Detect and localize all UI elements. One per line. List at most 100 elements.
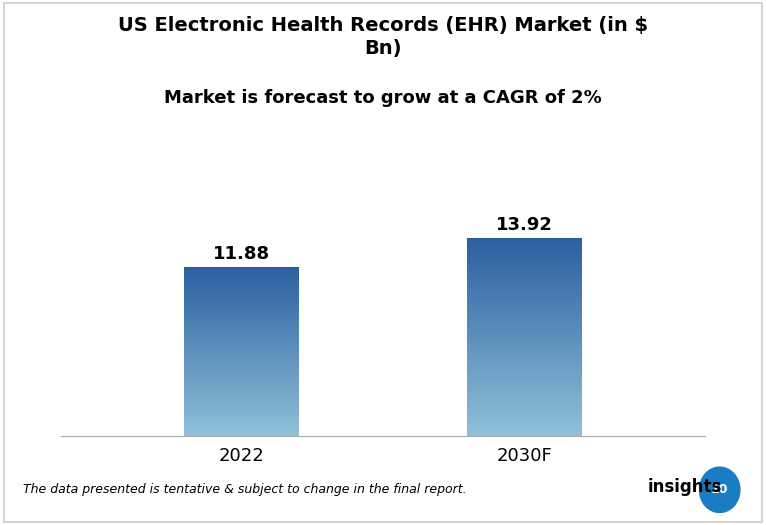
Bar — [466, 331, 582, 332]
Bar — [466, 283, 582, 284]
Bar — [184, 399, 300, 400]
Bar — [184, 280, 300, 281]
Bar — [466, 350, 582, 351]
Bar — [466, 382, 582, 383]
Circle shape — [699, 467, 740, 512]
Bar — [466, 313, 582, 314]
Bar — [184, 294, 300, 295]
Bar — [184, 365, 300, 366]
Bar — [466, 242, 582, 243]
Bar — [184, 426, 300, 427]
Bar — [466, 263, 582, 264]
Bar — [184, 415, 300, 416]
Bar — [184, 420, 300, 421]
Bar — [184, 317, 300, 318]
Bar — [184, 424, 300, 425]
Bar — [184, 404, 300, 405]
Bar — [466, 250, 582, 251]
Bar — [184, 278, 300, 279]
Bar — [466, 420, 582, 421]
Bar — [466, 299, 582, 300]
Bar — [184, 366, 300, 367]
Bar — [466, 248, 582, 249]
Bar — [184, 391, 300, 392]
Bar — [184, 270, 300, 271]
Bar — [466, 292, 582, 293]
Bar — [466, 335, 582, 336]
Bar — [184, 319, 300, 320]
Bar — [184, 343, 300, 344]
Bar — [466, 269, 582, 270]
Bar — [466, 320, 582, 321]
Bar — [466, 369, 582, 370]
Bar — [184, 305, 300, 306]
Bar — [466, 278, 582, 279]
Bar — [184, 299, 300, 300]
Bar — [466, 280, 582, 281]
Bar — [466, 349, 582, 350]
Bar — [466, 290, 582, 291]
Bar — [466, 397, 582, 398]
Bar — [184, 347, 300, 348]
Bar — [184, 397, 300, 398]
Bar — [184, 348, 300, 349]
Bar — [466, 262, 582, 263]
Bar — [466, 307, 582, 308]
Bar — [184, 306, 300, 307]
Bar — [466, 388, 582, 389]
Bar — [466, 435, 582, 436]
Bar — [466, 314, 582, 315]
Bar — [466, 383, 582, 384]
Bar — [184, 342, 300, 343]
Bar — [466, 390, 582, 391]
Bar — [466, 271, 582, 272]
Bar — [184, 322, 300, 323]
Bar — [466, 380, 582, 381]
Bar — [466, 426, 582, 427]
Bar — [184, 340, 300, 341]
Bar — [184, 413, 300, 414]
Bar — [184, 337, 300, 338]
Bar — [466, 260, 582, 261]
Bar — [466, 348, 582, 349]
Bar — [184, 412, 300, 413]
Bar — [466, 393, 582, 394]
Bar — [184, 432, 300, 433]
Bar — [466, 274, 582, 275]
Bar — [466, 347, 582, 348]
Bar — [466, 239, 582, 240]
Bar — [466, 353, 582, 354]
Bar — [466, 428, 582, 429]
Bar — [184, 316, 300, 317]
Bar — [466, 360, 582, 361]
Bar — [184, 378, 300, 379]
Bar — [466, 391, 582, 392]
Bar — [184, 422, 300, 423]
Bar — [466, 332, 582, 333]
Bar — [184, 349, 300, 350]
Bar — [466, 246, 582, 247]
Bar — [466, 346, 582, 347]
Bar — [184, 433, 300, 434]
Bar — [184, 360, 300, 361]
Bar — [466, 323, 582, 324]
Bar — [466, 259, 582, 260]
Bar — [466, 308, 582, 309]
Bar — [466, 298, 582, 299]
Text: insights: insights — [647, 478, 722, 496]
Bar — [184, 287, 300, 288]
Bar — [184, 284, 300, 285]
Bar — [466, 345, 582, 346]
Bar — [466, 432, 582, 433]
Bar — [184, 385, 300, 386]
Bar — [466, 288, 582, 289]
Bar — [466, 286, 582, 287]
Bar — [466, 379, 582, 380]
Bar — [184, 304, 300, 305]
Bar — [466, 315, 582, 316]
Bar — [466, 407, 582, 408]
Bar — [466, 416, 582, 417]
Bar — [184, 275, 300, 276]
Bar — [184, 296, 300, 297]
Bar — [466, 328, 582, 329]
